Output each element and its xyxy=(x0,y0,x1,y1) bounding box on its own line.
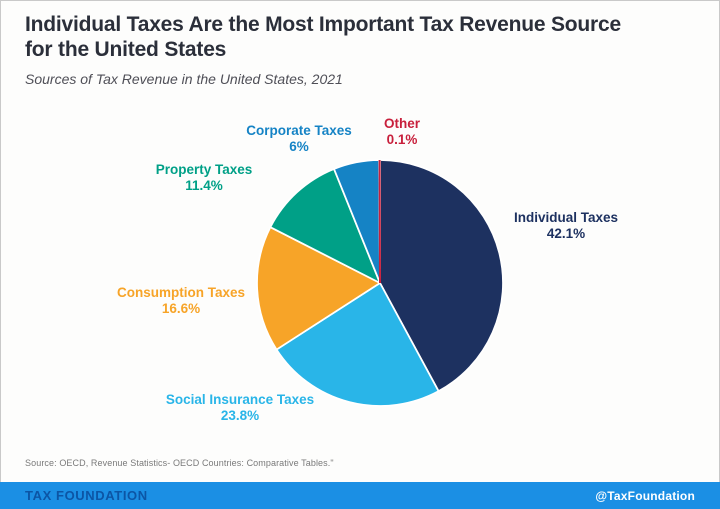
page-title: Individual Taxes Are the Most Important … xyxy=(25,13,720,62)
header: Individual Taxes Are the Most Important … xyxy=(0,0,720,87)
pie-slice-property-taxes xyxy=(269,168,381,284)
pie-label-corporate-taxes: Corporate Taxes 6% xyxy=(246,123,352,155)
pie-label-pct: 0.1% xyxy=(386,132,418,147)
pie-label-pct: 42.1% xyxy=(546,226,586,241)
pie-slice-social-insurance-taxes xyxy=(275,282,440,407)
pie-label-property-taxes: Property Taxes 11.4% xyxy=(156,162,253,194)
pie-label-name: Other xyxy=(383,116,421,131)
pie-label-name: Social Insurance Taxes xyxy=(165,392,315,407)
source-note: Source: OECD, Revenue Statistics- OECD C… xyxy=(25,458,334,468)
pie-slice-consumption-taxes xyxy=(256,226,381,351)
pie-label-pct: 6% xyxy=(289,139,309,154)
pie-label-pct: 11.4% xyxy=(185,178,223,193)
pie-label-name: Individual Taxes xyxy=(513,210,619,225)
pie-label-individual-taxes: Individual Taxes 42.1% xyxy=(514,210,618,242)
pie-label-name: Property Taxes xyxy=(155,162,253,177)
chart-subtitle: Sources of Tax Revenue in the United Sta… xyxy=(25,71,343,88)
page-title-line2: for the United States xyxy=(25,37,227,61)
pie-label-pct: 16.6% xyxy=(161,301,201,316)
pie-slice-individual-taxes xyxy=(379,159,504,393)
pie-label-other: Other 0.1% xyxy=(384,116,420,148)
pie-label-name: Consumption Taxes xyxy=(116,285,246,300)
pie-label-pct: 23.8% xyxy=(220,408,260,423)
footer-bar: TAX FOUNDATION @TaxFoundation xyxy=(0,482,720,509)
pie-label-social-insurance-taxes: Social Insurance Taxes 23.8% xyxy=(166,392,314,424)
page-title-line1: Individual Taxes Are the Most Important … xyxy=(25,13,621,36)
footer-brand: TAX FOUNDATION xyxy=(25,488,148,503)
pie-label-name: Corporate Taxes xyxy=(246,123,352,138)
pie-chart xyxy=(256,159,504,407)
pie-label-consumption-taxes: Consumption Taxes 16.6% xyxy=(117,285,245,317)
footer-twitter-handle: @TaxFoundation xyxy=(595,488,695,503)
